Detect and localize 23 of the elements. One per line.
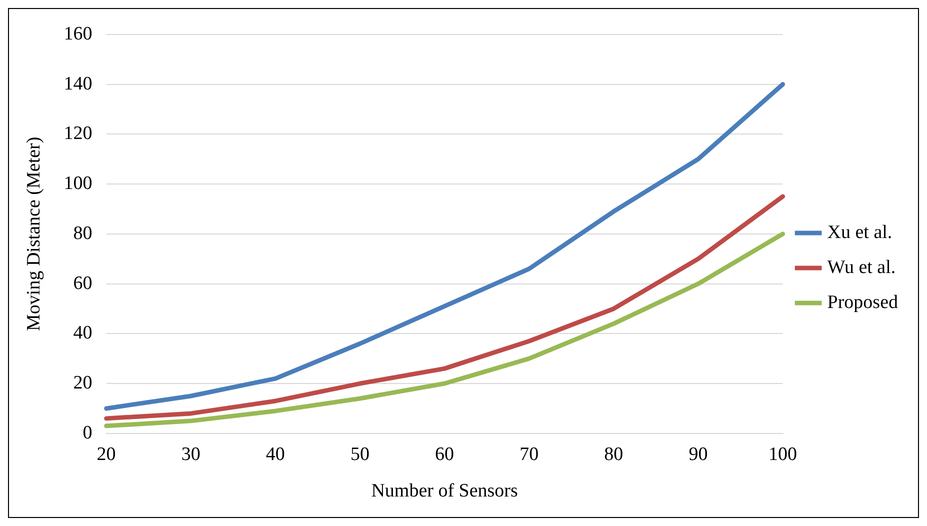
x-tick-label: 60 — [435, 444, 454, 465]
x-tick-label: 80 — [604, 444, 624, 465]
y-tick-label: 140 — [64, 73, 92, 94]
x-tick-label: 100 — [768, 444, 798, 465]
y-tick-label: 60 — [73, 272, 92, 294]
x-tick-label: 50 — [350, 444, 370, 465]
legend-label: Wu et al. — [827, 256, 896, 278]
legend-label: Proposed — [827, 292, 898, 313]
y-tick-label: 120 — [64, 123, 92, 144]
y-axis-title: Moving Distance (Meter) — [23, 136, 44, 331]
y-tick-label: 160 — [64, 23, 92, 44]
x-tick-label: 30 — [181, 444, 200, 465]
y-tick-label: 0 — [82, 422, 92, 444]
legend-label: Xu et al. — [827, 222, 892, 243]
y-tick-label: 80 — [73, 222, 92, 244]
x-tick-label: 20 — [96, 444, 116, 465]
y-tick-label: 100 — [64, 173, 92, 194]
x-tick-label: 40 — [266, 444, 285, 465]
y-tick-label: 20 — [73, 372, 92, 394]
x-tick-label: 90 — [688, 444, 708, 465]
y-tick-label: 40 — [73, 322, 92, 344]
x-axis-title: Number of Sensors — [371, 480, 518, 502]
x-tick-label: 70 — [520, 444, 539, 465]
